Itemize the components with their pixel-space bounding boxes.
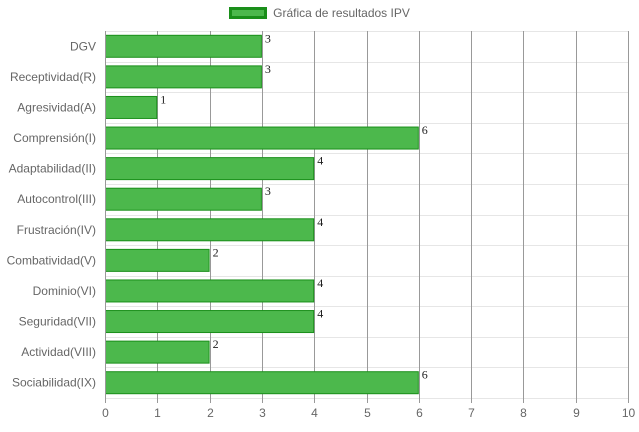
bar[interactable] bbox=[105, 187, 262, 211]
x-tick-label: 1 bbox=[154, 406, 161, 420]
data-label: 3 bbox=[265, 62, 271, 76]
bar[interactable] bbox=[105, 371, 419, 395]
category-label: Receptividad(R) bbox=[10, 70, 96, 84]
x-tick-label: 10 bbox=[622, 406, 636, 420]
bar[interactable] bbox=[105, 65, 262, 89]
category-label: DGV bbox=[70, 39, 96, 53]
data-label: 3 bbox=[265, 31, 271, 45]
x-tick-label: 6 bbox=[416, 406, 423, 420]
data-label: 4 bbox=[317, 307, 323, 321]
bar[interactable] bbox=[105, 126, 419, 150]
x-tick-label: 4 bbox=[311, 406, 318, 420]
x-tick-label: 5 bbox=[364, 406, 371, 420]
data-label: 2 bbox=[213, 337, 219, 351]
data-label: 3 bbox=[265, 184, 271, 198]
bar[interactable] bbox=[105, 34, 262, 58]
x-tick-label: 9 bbox=[573, 406, 580, 420]
data-label: 6 bbox=[422, 123, 428, 137]
bar[interactable] bbox=[105, 279, 315, 303]
category-label: Autocontrol(III) bbox=[17, 192, 96, 206]
category-label: Sociabilidad(IX) bbox=[12, 376, 96, 390]
category-label: Seguridad(VII) bbox=[19, 315, 96, 329]
x-tick-label: 0 bbox=[102, 406, 109, 420]
data-label: 4 bbox=[317, 154, 323, 168]
legend[interactable]: Gráfica de resultados IPV bbox=[0, 6, 639, 20]
data-label: 4 bbox=[317, 215, 323, 229]
x-tick-label: 7 bbox=[468, 406, 475, 420]
category-label: Agresividad(A) bbox=[17, 100, 96, 114]
label-layer: DGV 3 Receptividad(R) 3 Agresividad(A) 1 Compr… bbox=[7, 31, 428, 389]
data-label: 2 bbox=[213, 245, 219, 259]
category-label: Comprensión(I) bbox=[13, 131, 96, 145]
axis-layer: 0 1 2 3 4 5 6 7 8 9 10 bbox=[102, 31, 635, 420]
x-tick-label: 2 bbox=[207, 406, 214, 420]
bar[interactable] bbox=[105, 95, 158, 119]
bar[interactable] bbox=[105, 340, 210, 364]
data-label: 1 bbox=[160, 92, 166, 106]
x-tick-label: 8 bbox=[520, 406, 527, 420]
category-label: Actividad(VIII) bbox=[21, 345, 96, 359]
bar[interactable] bbox=[105, 157, 315, 181]
bar[interactable] bbox=[105, 248, 210, 272]
bar-layer bbox=[105, 34, 419, 395]
x-tick-label: 3 bbox=[259, 406, 266, 420]
category-label: Adaptabilidad(II) bbox=[9, 162, 96, 176]
legend-label: Gráfica de resultados IPV bbox=[273, 6, 410, 20]
category-label: Dominio(VI) bbox=[33, 284, 96, 298]
category-label: Combatividad(V) bbox=[7, 253, 96, 267]
bar[interactable] bbox=[105, 310, 315, 334]
bar[interactable] bbox=[105, 218, 315, 242]
data-label: 6 bbox=[422, 368, 428, 382]
legend-swatch bbox=[229, 7, 268, 19]
category-label: Frustración(IV) bbox=[17, 223, 96, 237]
data-label: 4 bbox=[317, 276, 323, 290]
